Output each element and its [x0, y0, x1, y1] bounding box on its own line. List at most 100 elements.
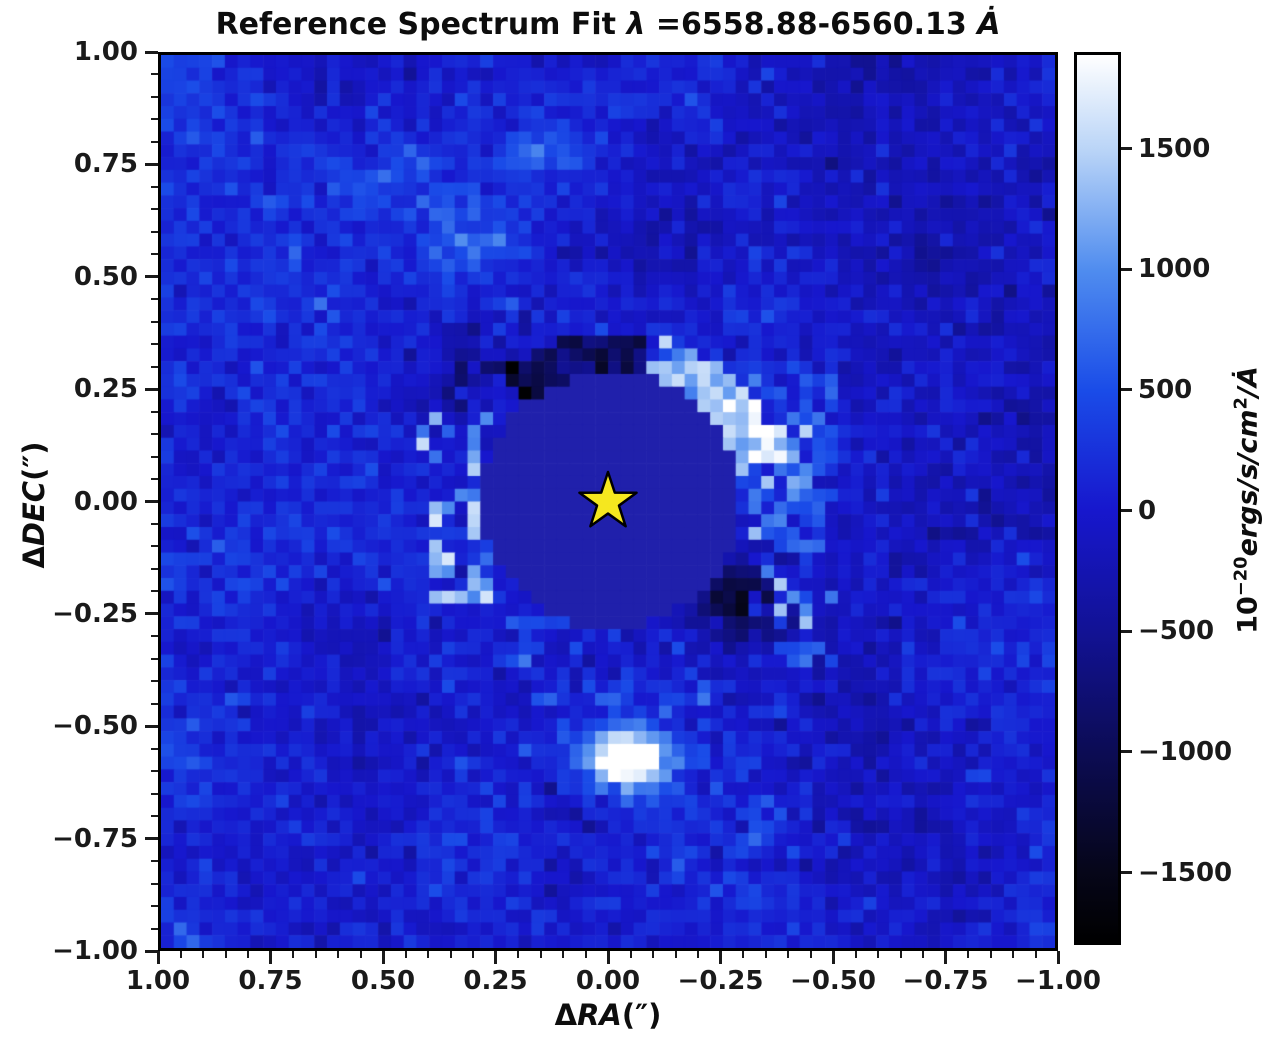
x-label-unit: (″): [621, 998, 662, 1032]
y-minor-tick: [151, 185, 158, 188]
x-minor-tick: [449, 951, 452, 958]
x-major-tick: [381, 951, 385, 964]
y-major-tick: [145, 724, 158, 728]
x-tick-label: −0.75: [902, 966, 989, 996]
colorbar-tick: [1121, 871, 1132, 875]
y-minor-tick: [151, 478, 158, 481]
y-major-tick: [145, 162, 158, 166]
x-minor-tick: [1034, 951, 1037, 958]
x-tick-label: −0.50: [790, 966, 876, 996]
y-tick-label: −0.75: [52, 823, 138, 854]
y-major-tick: [145, 500, 158, 503]
x-tick-label: −0.25: [677, 966, 764, 996]
x-minor-tick: [427, 951, 429, 958]
y-minor-tick: [151, 522, 158, 525]
title-wavelength-range: 6558.88-6560.13: [681, 7, 978, 42]
y-label-unit: (″): [17, 441, 51, 481]
x-minor-tick: [764, 951, 767, 958]
colorbar-tick-label: 0: [1138, 495, 1157, 526]
x-minor-tick: [314, 951, 317, 958]
y-minor-tick: [151, 747, 158, 750]
y-minor-tick: [151, 590, 158, 593]
chart-title: Reference Spectrum Fit λ =6558.88-6560.1…: [158, 2, 1058, 48]
x-major-tick: [1056, 951, 1060, 964]
y-minor-tick: [151, 927, 158, 930]
x-minor-tick: [967, 951, 969, 958]
x-tick-label: 1.00: [125, 966, 191, 996]
y-minor-tick: [151, 433, 158, 436]
y-minor-tick: [151, 298, 158, 301]
y-major-tick: [145, 612, 158, 616]
y-major-tick: [145, 275, 158, 279]
colorbar-tick-label: −500: [1138, 616, 1215, 647]
x-major-tick: [269, 951, 272, 964]
x-tick-label: 0.25: [463, 966, 528, 996]
x-major-tick: [494, 951, 497, 964]
x-label-delta: Δ: [554, 998, 578, 1032]
colorbar-unit-label: 10−20ergs/s/cm2/Ȧ: [1231, 366, 1264, 633]
y-minor-tick: [151, 905, 158, 908]
y-label-delta: Δ: [17, 546, 51, 569]
cbar-units-text: ergs/s/cm: [1232, 409, 1264, 557]
x-major-tick: [156, 951, 160, 964]
y-minor-tick: [151, 567, 158, 570]
y-tick-label: −1.00: [52, 936, 138, 966]
y-tick-label: −0.50: [52, 711, 138, 742]
title-equals: =: [645, 7, 682, 42]
colorbar-tick-label: 500: [1138, 374, 1193, 405]
y-tick-label: 0.00: [73, 486, 138, 517]
y-tick-label: 0.50: [73, 261, 138, 292]
y-minor-tick: [151, 657, 158, 660]
y-minor-tick: [151, 545, 158, 548]
title-lambda-symbol: λ: [626, 7, 646, 42]
x-axis-label: ΔRA(″): [158, 998, 1058, 1032]
x-tick-label: 0.00: [575, 966, 641, 996]
colorbar-tick: [1121, 147, 1132, 151]
y-tick-label: 0.25: [73, 374, 138, 405]
y-minor-tick: [151, 365, 158, 368]
x-label-name: RA: [577, 998, 622, 1032]
y-minor-tick: [151, 410, 158, 413]
x-minor-tick: [247, 951, 249, 958]
y-axis-label: ΔDEC(″): [17, 441, 51, 568]
x-tick-label: 0.75: [238, 966, 303, 996]
x-minor-tick: [179, 951, 182, 958]
colorbar-tick-label: 1000: [1138, 254, 1211, 285]
y-tick-label: 0.75: [73, 149, 138, 180]
y-minor-tick: [151, 208, 158, 211]
y-major-tick: [145, 949, 158, 953]
y-minor-tick: [151, 140, 158, 143]
y-minor-tick: [151, 702, 158, 705]
x-minor-tick: [787, 951, 789, 958]
x-major-tick: [831, 951, 835, 964]
y-label-name: DEC: [17, 480, 51, 547]
x-minor-tick: [922, 951, 924, 958]
star-marker: [578, 470, 638, 528]
y-minor-tick: [151, 118, 158, 121]
y-minor-tick: [151, 882, 158, 885]
colorbar-tick: [1121, 629, 1132, 633]
colorbar-tick: [1121, 509, 1132, 513]
cbar-slash: /: [1232, 387, 1264, 398]
y-major-tick: [145, 50, 158, 54]
y-minor-tick: [151, 95, 158, 98]
colorbar-tick-label: −1500: [1138, 857, 1233, 888]
x-minor-tick: [809, 951, 812, 958]
x-minor-tick: [292, 951, 294, 958]
x-minor-tick: [584, 951, 587, 958]
x-minor-tick: [877, 951, 879, 958]
y-minor-tick: [151, 860, 158, 863]
colorbar: [1074, 52, 1121, 945]
y-major-tick: [145, 837, 158, 841]
x-major-tick: [719, 951, 722, 964]
star-icon: [578, 470, 638, 528]
x-minor-tick: [517, 951, 519, 958]
y-minor-tick: [151, 230, 158, 233]
colorbar-tick-label: −1000: [1138, 736, 1233, 767]
x-minor-tick: [337, 951, 339, 958]
y-minor-tick: [151, 792, 158, 795]
y-minor-tick: [151, 815, 158, 818]
x-minor-tick: [742, 951, 744, 958]
x-tick-label: −1.00: [1015, 966, 1101, 996]
